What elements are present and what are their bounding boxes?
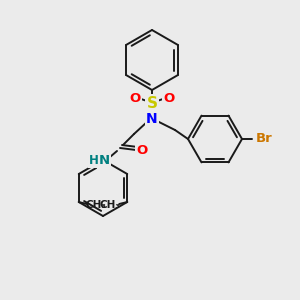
Text: S: S bbox=[146, 95, 158, 110]
Text: O: O bbox=[136, 143, 148, 157]
Text: O: O bbox=[164, 92, 175, 106]
Text: CH₃: CH₃ bbox=[85, 200, 106, 210]
Text: CH₃: CH₃ bbox=[100, 200, 121, 210]
Text: Br: Br bbox=[256, 133, 272, 146]
Text: O: O bbox=[129, 92, 141, 106]
Text: N: N bbox=[98, 154, 110, 167]
Text: H: H bbox=[89, 154, 99, 166]
Text: N: N bbox=[146, 112, 158, 126]
